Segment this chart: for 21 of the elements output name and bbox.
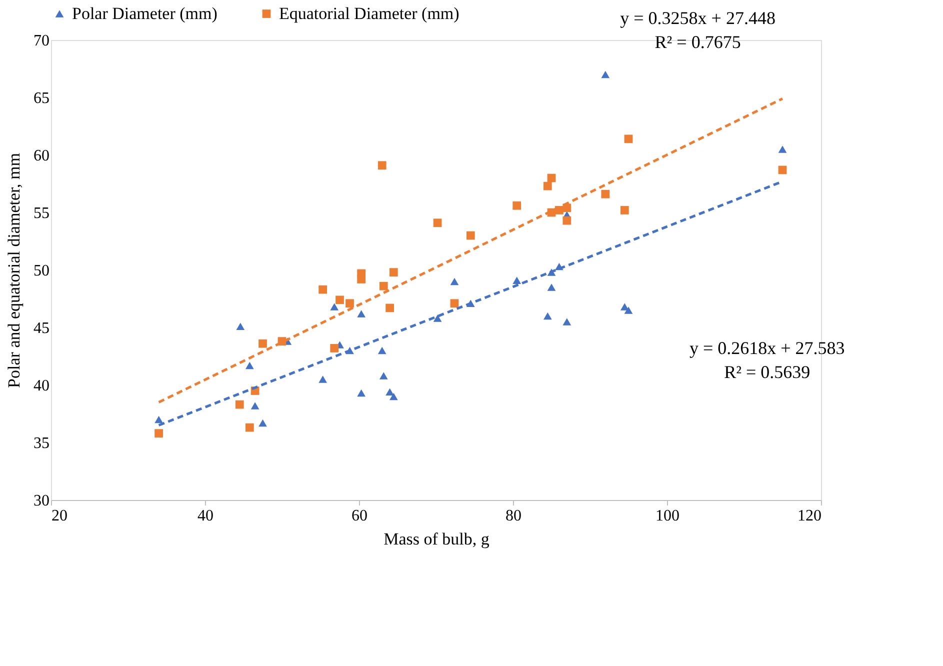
y-tick-label: 45 <box>34 320 50 337</box>
x-tick-label: 80 <box>506 508 522 524</box>
y-tick-label: 65 <box>34 90 50 107</box>
y-axis-title: Polar and equatorial diameter, mm <box>4 153 24 388</box>
annotation: y = 0.3258x + 27.448 R² = 0.7675 <box>620 8 776 52</box>
y-tick-label: 30 <box>34 492 50 510</box>
y-tick-label: 35 <box>34 435 50 452</box>
x-tick-label: 20 <box>52 508 68 524</box>
y-tick-label: 60 <box>34 148 50 164</box>
y-tick-label: 40 <box>34 378 50 394</box>
x-tick-label: 120 <box>798 508 822 524</box>
annotation: y = 0.2618x + 27.583 R² = 0.5639 <box>689 338 845 382</box>
x-tick-label: 100 <box>656 508 680 524</box>
legend-label: Equatorial Diameter (mm) <box>279 4 460 23</box>
y-tick-label: 55 <box>34 205 50 222</box>
y-tick-label: 50 <box>34 262 50 280</box>
x-tick-label: 40 <box>198 508 214 524</box>
x-tick-label: 60 <box>352 508 368 524</box>
y-tick-label: 70 <box>34 32 50 50</box>
legend-label: Polar Diameter (mm) <box>72 4 218 23</box>
x-axis-title: Mass of bulb, g <box>384 530 490 548</box>
